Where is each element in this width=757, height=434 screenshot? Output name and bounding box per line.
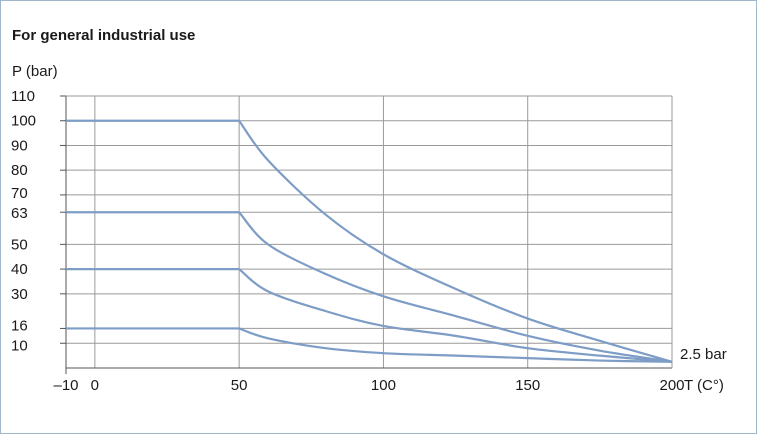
x-tick-labels: –10 0 50 100 150 200 — [53, 377, 684, 394]
annotation-label: 2.5 bar — [680, 346, 727, 363]
series-lines — [66, 119, 673, 363]
grid — [66, 95, 673, 368]
series-line — [66, 327, 673, 363]
y-tick-label: 90 — [11, 137, 28, 154]
y-tick-label: 30 — [11, 286, 28, 303]
y-tick-label: 80 — [11, 162, 28, 179]
y-axis-label: P (bar) — [12, 63, 58, 80]
y-tick-labels: 10 16 30 40 50 63 70 80 90 100 110 — [11, 88, 36, 354]
series-line — [66, 267, 673, 363]
axes — [60, 95, 673, 374]
x-axis-label: T (C°) — [684, 377, 724, 394]
y-tick-label: 70 — [11, 185, 28, 202]
y-tick-label: 16 — [11, 317, 28, 334]
x-tick-label: 100 — [371, 377, 396, 394]
y-tick-label: 40 — [11, 261, 28, 278]
y-tick-label: 110 — [11, 88, 35, 105]
series-line — [66, 119, 673, 363]
x-tick-label: 150 — [515, 377, 540, 394]
y-tick-label: 10 — [11, 337, 28, 354]
x-tick-label: 0 — [91, 377, 99, 394]
x-tick-label: 200 — [659, 377, 684, 394]
chart-title: For general industrial use — [12, 27, 196, 44]
x-tick-label: –10 — [53, 377, 78, 394]
series-line — [66, 211, 673, 363]
y-tick-label: 63 — [11, 205, 28, 222]
y-tick-label: 50 — [11, 236, 28, 253]
y-tick-label: 100 — [11, 113, 36, 130]
x-tick-label: 50 — [231, 377, 248, 394]
